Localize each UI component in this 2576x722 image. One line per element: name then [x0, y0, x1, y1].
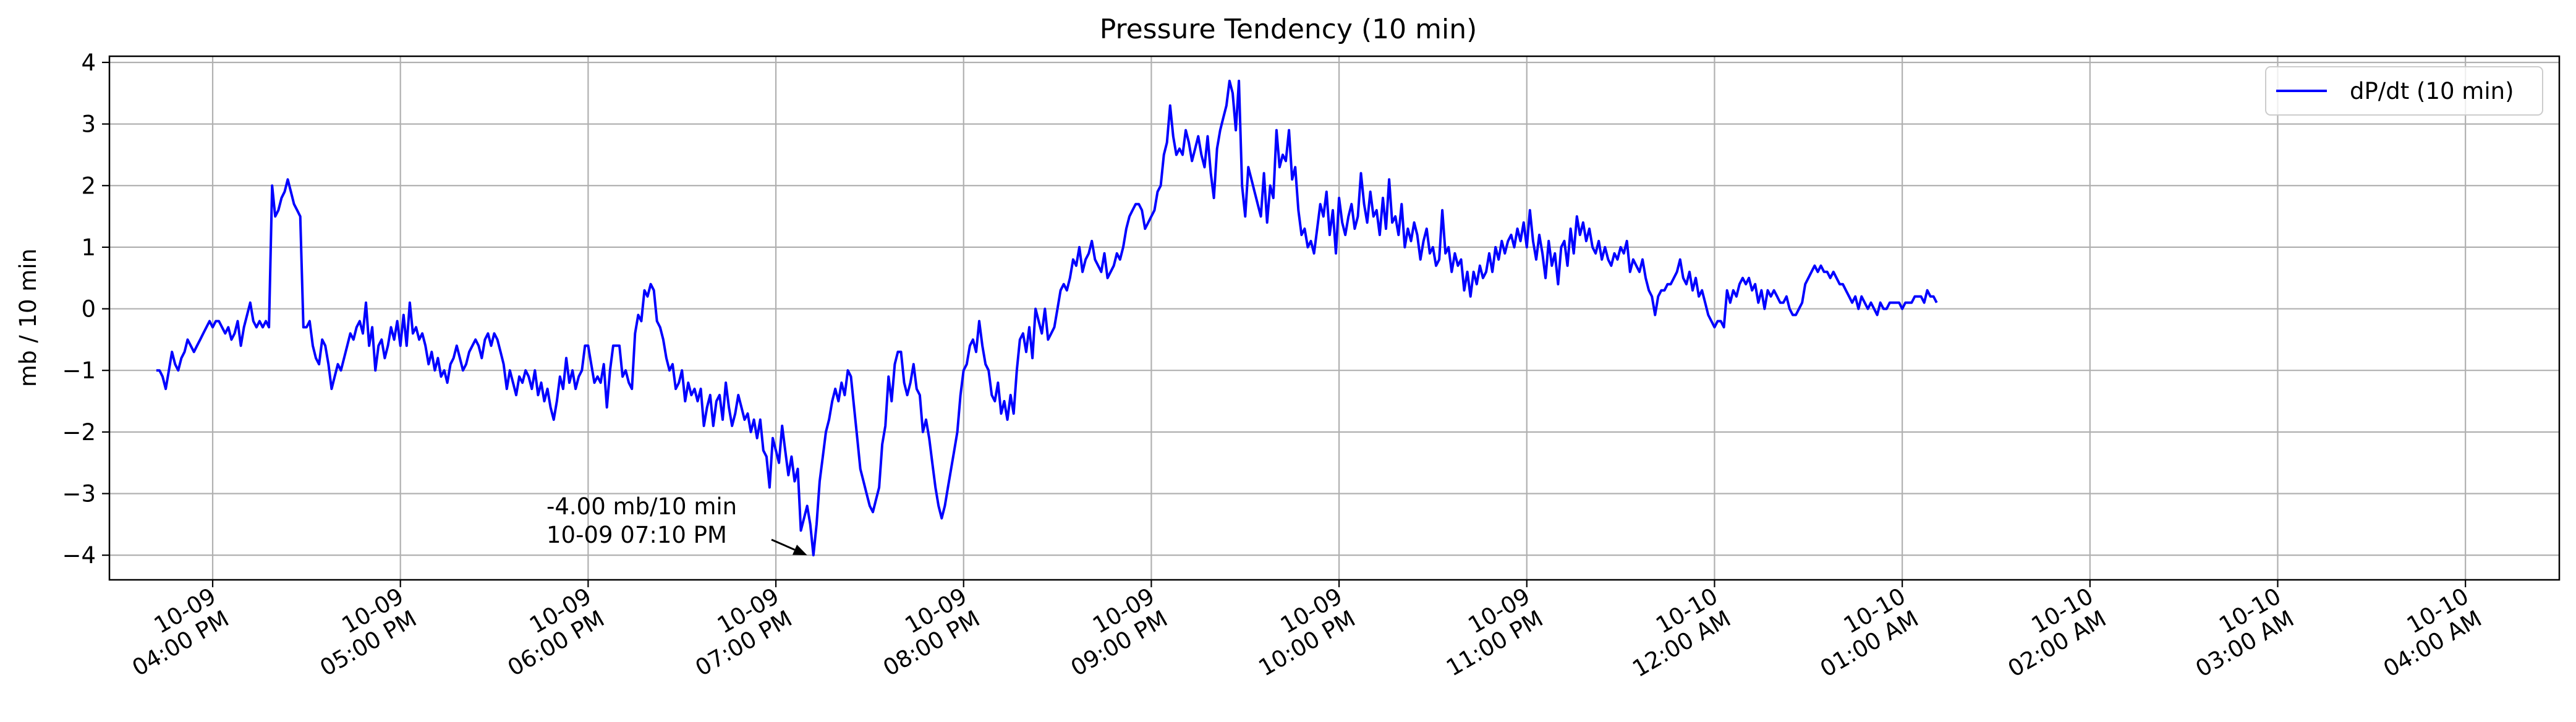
legend-box — [2265, 66, 2543, 116]
annotation-arrow — [771, 538, 796, 551]
min-annotation: -4.00 mb/10 min 10-09 07:10 PM — [546, 493, 807, 556]
y-axis: −4 −3 −2 −1 0 1 2 3 4 — [62, 49, 109, 569]
annotation-line-2: 10-09 07:10 PM — [546, 522, 727, 548]
y-tick-label: −1 — [62, 357, 96, 384]
y-tick-label: −4 — [62, 542, 96, 569]
y-tick-label: 3 — [81, 111, 96, 138]
legend: dP/dt (10 min) — [2265, 66, 2543, 116]
series-line — [156, 79, 1938, 557]
plot-frame — [108, 55, 2561, 581]
series-layer — [156, 79, 1938, 557]
y-tick-label: −3 — [62, 480, 96, 507]
grid — [109, 56, 2559, 580]
annotation-line-1: -4.00 mb/10 min — [546, 493, 737, 520]
y-tick-label: −2 — [62, 419, 96, 446]
chart-title: Pressure Tendency (10 min) — [1100, 14, 1477, 45]
y-tick-label: 1 — [81, 234, 96, 261]
y-tick-label: 2 — [81, 172, 96, 199]
y-tick-label: 0 — [81, 296, 96, 323]
y-axis-label: mb / 10 min — [15, 248, 41, 387]
legend-label: dP/dt (10 min) — [2350, 78, 2514, 104]
y-tick-label: 4 — [81, 49, 96, 76]
annotation-arrowhead — [792, 545, 807, 556]
